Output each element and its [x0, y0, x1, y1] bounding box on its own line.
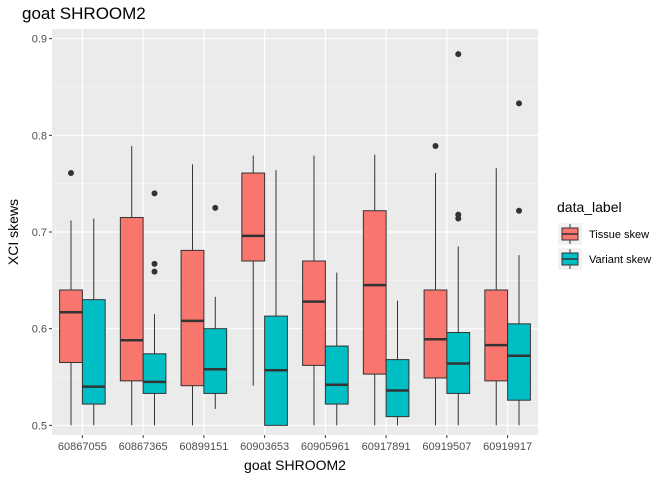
- box-iqr: [362, 210, 387, 375]
- y-axis: 0.5 0.6 0.7 0.8 0.9: [32, 34, 52, 432]
- outlier-point: [67, 170, 74, 177]
- legend-label: Variant skew: [589, 254, 651, 266]
- box-iqr: [507, 323, 531, 401]
- box-variant: [264, 170, 288, 426]
- box-variant: [81, 218, 106, 426]
- box-series: [59, 51, 531, 426]
- x-tick-label: 60919917: [483, 441, 532, 453]
- box-iqr: [180, 249, 205, 387]
- box-variant: [507, 100, 531, 426]
- x-tick-label: 60905961: [301, 441, 350, 453]
- y-tick-label: 0.6: [32, 324, 47, 336]
- outlier-point: [455, 211, 462, 218]
- box-iqr: [423, 289, 448, 379]
- box-iqr: [324, 345, 349, 405]
- y-tick-label: 0.5: [32, 420, 47, 432]
- x-tick-label: 60867055: [58, 441, 107, 453]
- box-iqr: [203, 328, 228, 394]
- box-variant: [385, 300, 410, 426]
- box-iqr: [484, 289, 509, 382]
- box-tissue: [180, 164, 205, 426]
- outlier-point: [212, 204, 219, 211]
- x-tick-label: 60899151: [179, 441, 228, 453]
- legend-label: Tissue skew: [589, 229, 649, 241]
- y-tick-label: 0.8: [32, 130, 47, 142]
- box-tissue: [362, 154, 387, 426]
- x-tick-label: 60919507: [422, 441, 471, 453]
- outlier-point: [151, 260, 158, 267]
- outlier-point: [151, 268, 158, 275]
- box-tissue: [119, 145, 144, 426]
- box-tissue: [241, 155, 266, 386]
- box-tissue: [59, 170, 83, 426]
- box-iqr: [241, 172, 266, 262]
- legend-title: data_label: [557, 199, 622, 215]
- box-variant: [203, 204, 228, 409]
- x-tick-label: 60867365: [119, 441, 168, 453]
- box-iqr: [59, 289, 83, 363]
- y-tick-label: 0.7: [32, 227, 47, 239]
- box-tissue: [484, 168, 509, 426]
- outlier-point: [432, 142, 439, 149]
- box-variant: [142, 190, 167, 426]
- box-iqr: [385, 359, 410, 418]
- box-variant: [446, 51, 471, 426]
- x-axis-title: goat SHROOM2: [244, 457, 346, 473]
- box-tissue: [302, 155, 326, 426]
- legend: data_label Tissue skew Variant skew: [557, 199, 651, 270]
- box-tissue: [423, 142, 448, 426]
- outlier-point: [455, 51, 462, 58]
- outlier-point: [516, 100, 523, 107]
- y-tick-label: 0.9: [32, 34, 47, 46]
- chart-title: goat SHROOM2: [22, 4, 146, 23]
- box-variant: [324, 272, 349, 426]
- box-iqr: [119, 217, 144, 382]
- outlier-point: [516, 207, 523, 214]
- x-axis: 60867055 60867365 60899151 60903653 60905961…: [58, 435, 532, 453]
- box-iqr: [81, 299, 106, 405]
- x-tick-label: 60917891: [362, 441, 411, 453]
- outlier-point: [151, 190, 158, 197]
- x-tick-label: 60903653: [240, 441, 289, 453]
- box-iqr: [142, 353, 167, 394]
- y-axis-title: XCI skews: [5, 199, 21, 265]
- box-iqr: [302, 260, 326, 366]
